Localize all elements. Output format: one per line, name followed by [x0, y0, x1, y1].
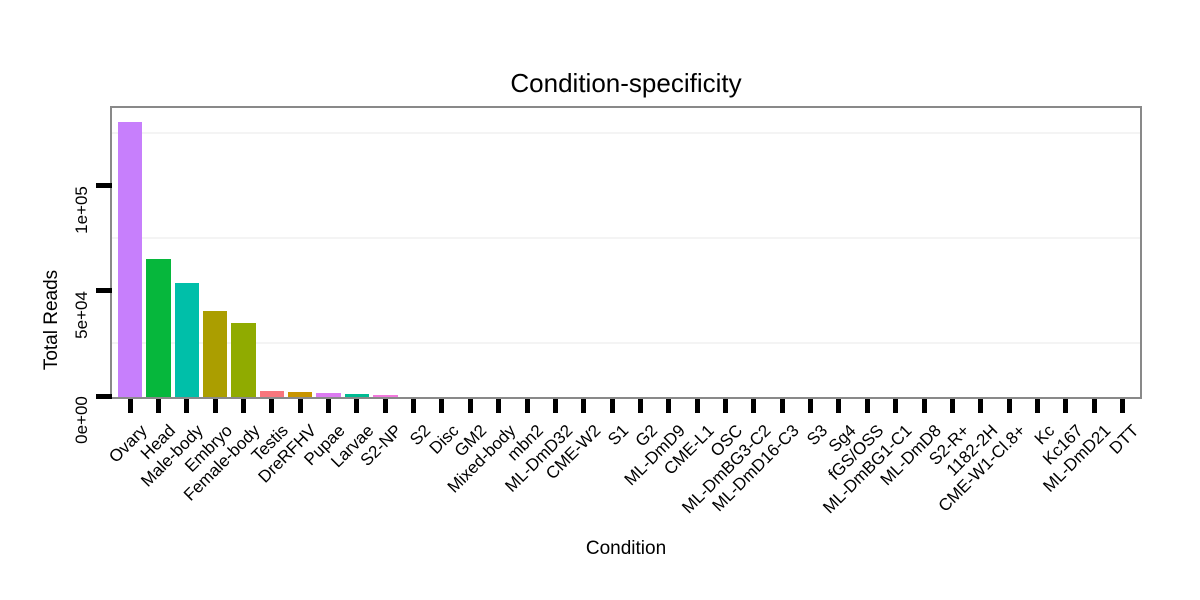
- x-tick: [127, 399, 133, 413]
- x-tick: [581, 399, 587, 413]
- bar: [231, 322, 256, 397]
- x-tick: [155, 399, 161, 413]
- y-tick-label: 5e+04: [72, 291, 91, 339]
- x-tick: [779, 399, 785, 413]
- x-tick: [978, 399, 984, 413]
- x-tick: [326, 399, 331, 413]
- x-tick: [552, 399, 558, 413]
- bar: [373, 394, 398, 397]
- bar: [174, 283, 199, 397]
- x-tick: [808, 399, 814, 413]
- bar: [259, 390, 284, 397]
- x-tick: [467, 399, 473, 413]
- x-tick: [269, 399, 275, 413]
- minor-gridline: [112, 342, 1140, 345]
- x-tick: [1034, 399, 1040, 413]
- x-tick: [864, 399, 870, 413]
- bar: [117, 121, 143, 397]
- x-tick: [751, 399, 757, 413]
- x-tick: [694, 399, 700, 413]
- x-tick: [524, 399, 530, 413]
- x-tick: [637, 399, 643, 413]
- x-tick: [354, 399, 360, 413]
- chart-title: Condition-specificity: [510, 68, 742, 98]
- x-tick: [723, 399, 728, 413]
- x-tick: [439, 399, 445, 413]
- y-tick: [96, 288, 112, 294]
- x-tick: [921, 399, 927, 413]
- x-tick: [240, 399, 246, 413]
- y-tick-label: 1e+05: [72, 185, 91, 234]
- x-tick: [297, 399, 303, 413]
- bar: [287, 391, 313, 397]
- x-tick: [1006, 399, 1012, 413]
- bar: [316, 393, 341, 397]
- x-tick: [184, 399, 190, 413]
- x-tick: [411, 399, 417, 413]
- x-tick: [836, 399, 842, 413]
- minor-gridline: [112, 237, 1140, 240]
- x-tick: [893, 399, 899, 413]
- y-axis-title: Total Reads: [41, 269, 62, 371]
- plot-panel: [110, 106, 1142, 399]
- x-axis-title: Condition: [585, 538, 667, 559]
- bar: [344, 394, 370, 397]
- x-tick: [1063, 399, 1069, 413]
- y-tick: [96, 393, 112, 399]
- bar: [146, 258, 171, 397]
- x-tick: [666, 399, 672, 413]
- x-tick: [1091, 399, 1097, 413]
- y-tick: [96, 183, 112, 189]
- bar: [202, 311, 228, 397]
- x-tick: [212, 399, 218, 413]
- y-tick-label: 0e+00: [72, 396, 91, 444]
- x-tick: [949, 399, 955, 413]
- minor-gridline: [112, 132, 1140, 135]
- x-tick-label: DTT: [1106, 421, 1143, 458]
- x-tick: [609, 399, 615, 413]
- x-tick-label: S1: [604, 421, 633, 450]
- x-tick: [382, 399, 388, 413]
- x-tick: [1120, 399, 1125, 413]
- x-tick: [496, 399, 502, 413]
